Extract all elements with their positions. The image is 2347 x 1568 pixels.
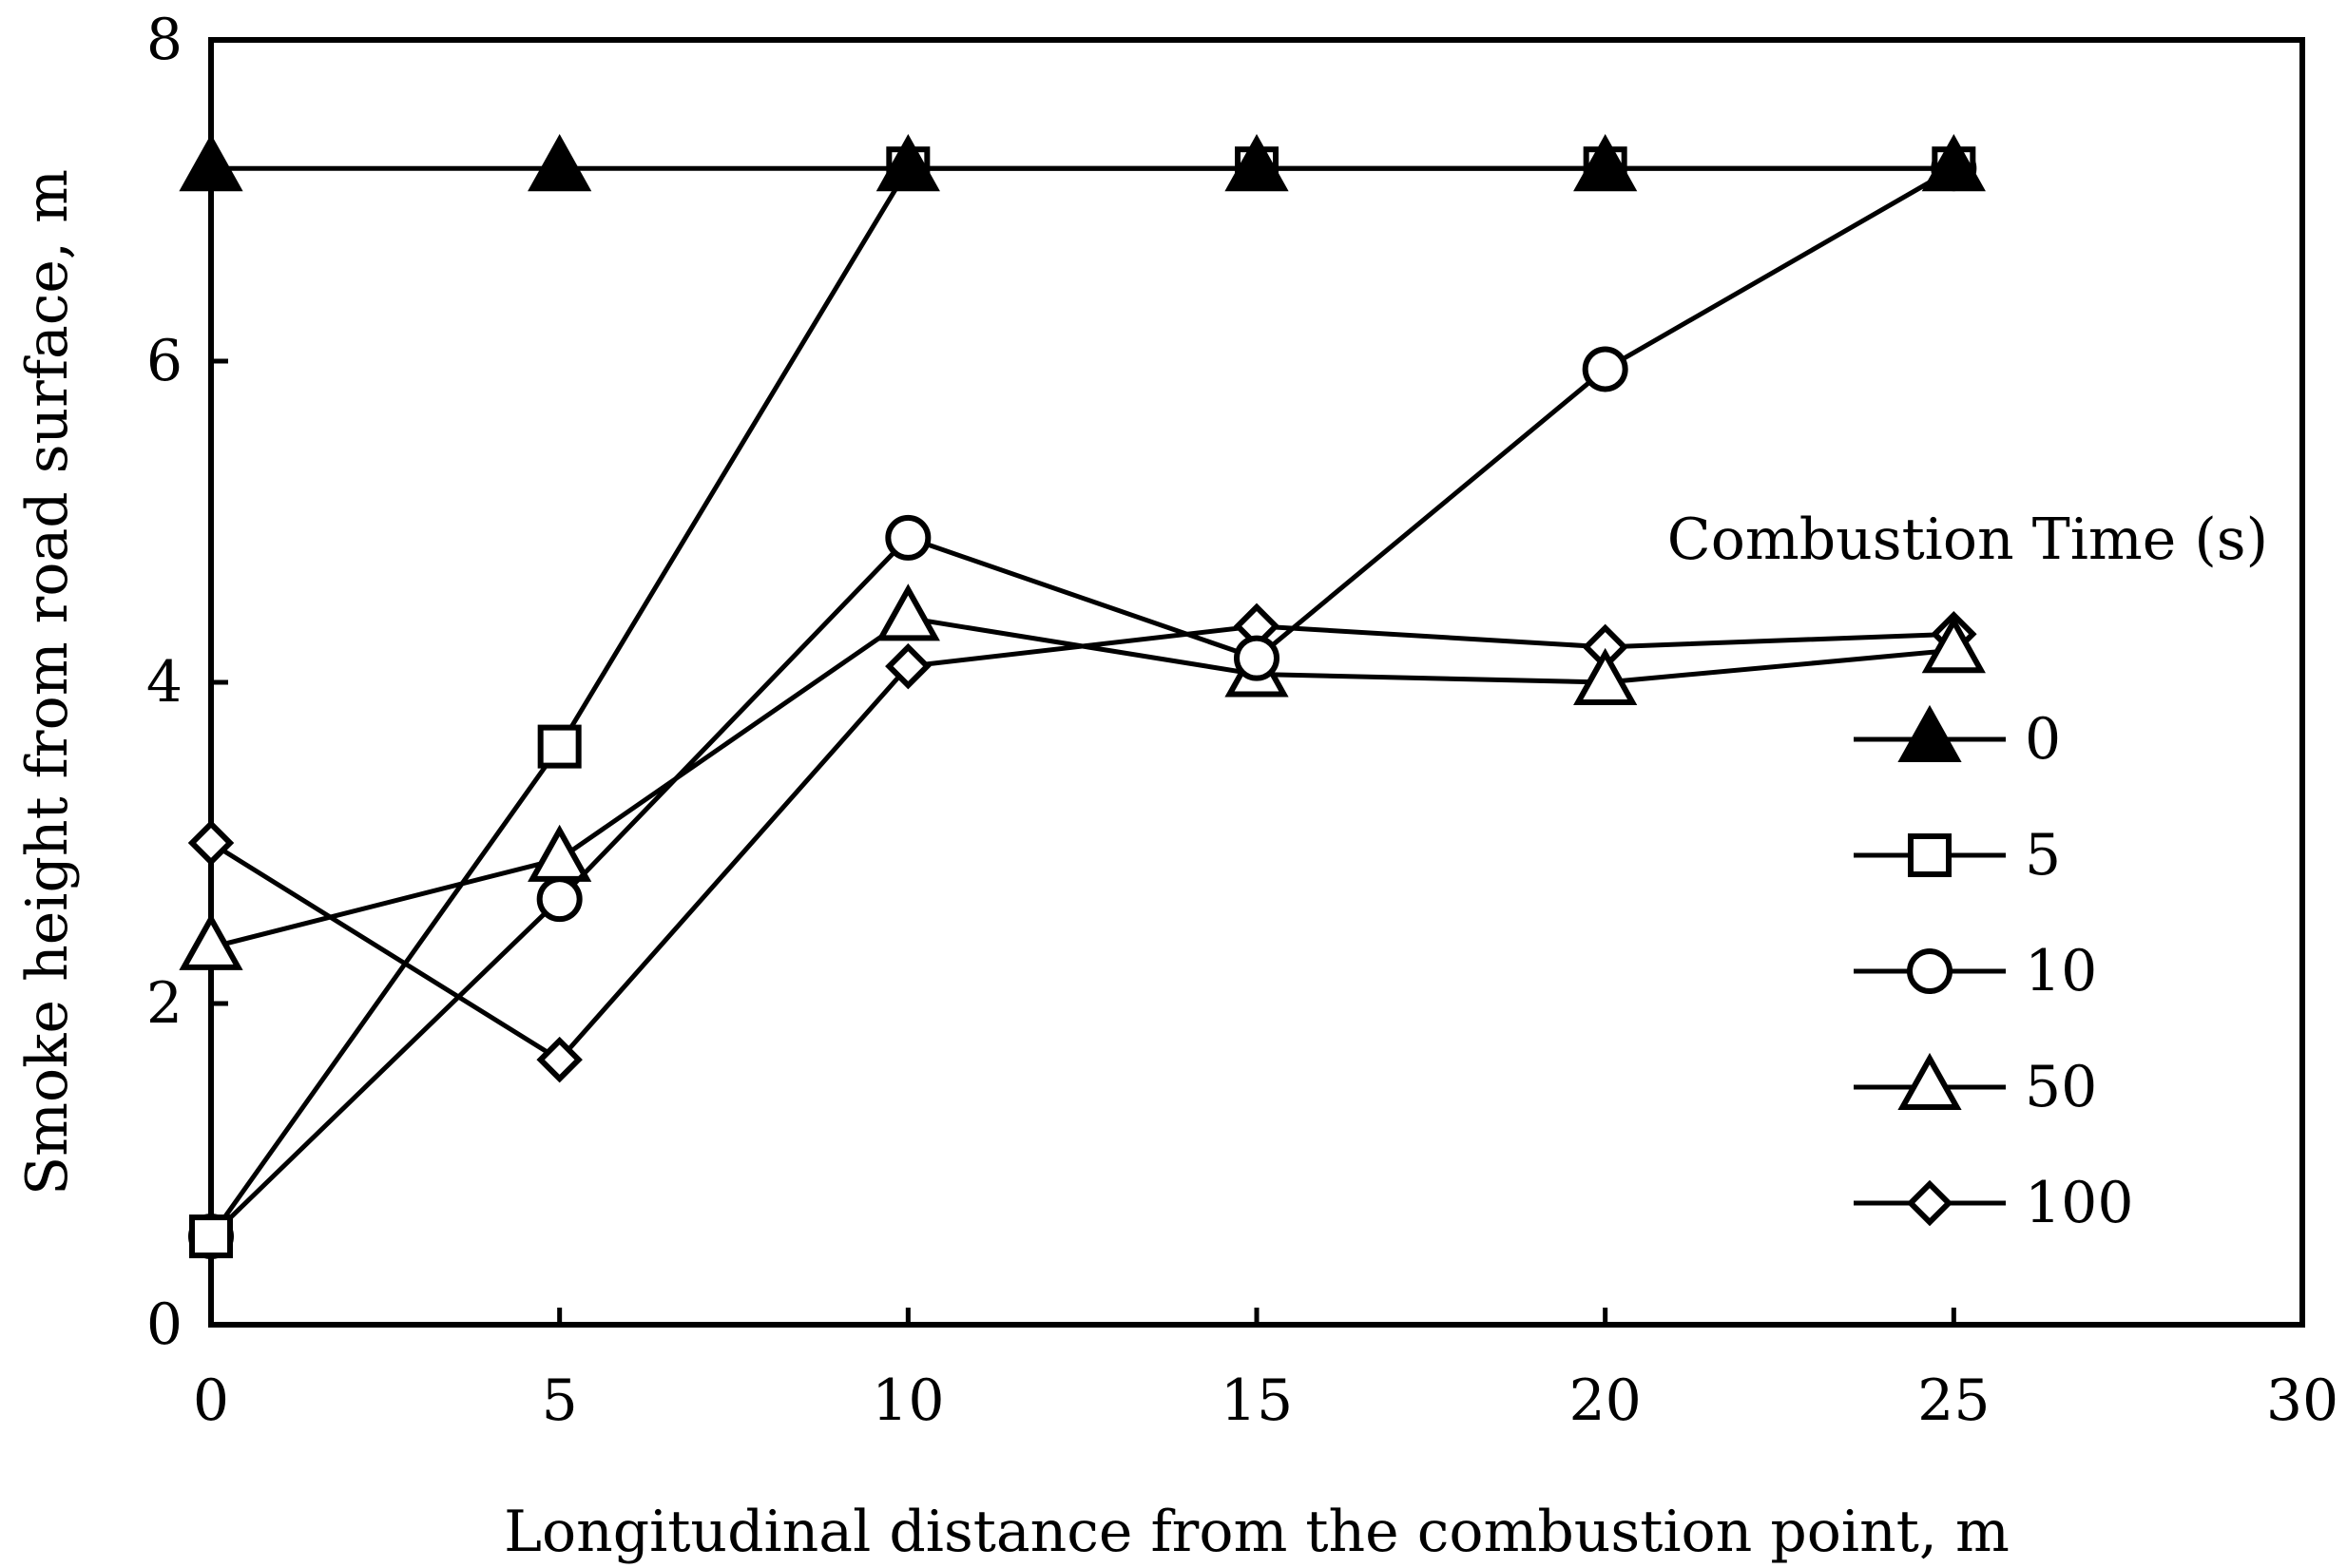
legend-label: 5 xyxy=(2025,822,2061,889)
data-point-0 xyxy=(1573,134,1638,192)
series-5 xyxy=(189,146,1976,1259)
x-axis: 0 5 10 15 20 25 30 xyxy=(193,1308,2338,1434)
y-axis: 0 2 4 6 8 xyxy=(146,7,228,1358)
legend-label: 0 xyxy=(2025,706,2061,773)
data-point-5 xyxy=(537,724,582,769)
series-layer xyxy=(179,134,1986,1260)
series-10 xyxy=(188,145,1977,1260)
data-point-10 xyxy=(1234,635,1279,681)
legend: 0 5 10 50 100 xyxy=(1854,704,2134,1236)
y-tick-label: 8 xyxy=(146,7,183,73)
y-tick-label: 0 xyxy=(146,1291,183,1358)
data-point-50 xyxy=(528,824,592,882)
x-tick-label: 25 xyxy=(1917,1367,1990,1434)
y-axis-label: Smoke height from road surface, m xyxy=(14,169,81,1195)
legend-marker xyxy=(1907,948,1953,994)
data-point-0 xyxy=(528,134,592,192)
legend-marker xyxy=(1897,704,1962,762)
y-tick-label: 4 xyxy=(146,649,183,716)
data-point-0 xyxy=(875,134,940,192)
series-line-5 xyxy=(208,165,1954,1238)
x-tick-label: 30 xyxy=(2266,1367,2338,1434)
series-line-100 xyxy=(209,623,1954,1062)
data-point-100 xyxy=(187,819,235,867)
x-tick-label: 0 xyxy=(193,1367,229,1434)
data-point-100 xyxy=(536,1036,583,1083)
legend-title: Combustion Time (s) xyxy=(1667,507,2268,573)
legend-item-5: 5 xyxy=(1854,822,2061,889)
data-point-10 xyxy=(1582,346,1628,392)
data-point-10 xyxy=(536,876,583,923)
x-tick-label: 15 xyxy=(1221,1367,1293,1434)
y-tick-label: 6 xyxy=(146,328,183,394)
x-axis-label: Longitudinal distance from the combustio… xyxy=(504,1499,2010,1565)
data-point-50 xyxy=(875,583,940,641)
y-tick-label: 2 xyxy=(146,970,183,1037)
data-point-50 xyxy=(1921,616,1986,674)
legend-item-100: 100 xyxy=(1854,1170,2134,1236)
legend-label: 100 xyxy=(2025,1170,2134,1236)
series-line-50 xyxy=(210,615,1954,950)
legend-item-10: 10 xyxy=(1854,938,2097,1004)
data-point-50 xyxy=(1573,647,1638,705)
data-point-10 xyxy=(885,514,932,561)
data-point-5 xyxy=(189,1214,233,1259)
data-point-0 xyxy=(1921,134,1986,192)
legend-marker xyxy=(1908,833,1952,877)
series-line-10 xyxy=(209,166,1955,1238)
series-100 xyxy=(187,602,1977,1083)
legend-item-50: 50 xyxy=(1854,1052,2097,1120)
x-tick-label: 20 xyxy=(1568,1367,1641,1434)
legend-label: 10 xyxy=(2025,938,2097,1004)
series-50 xyxy=(179,583,1986,970)
data-point-50 xyxy=(179,912,243,970)
x-tick-label: 5 xyxy=(542,1367,578,1434)
x-tick-label: 10 xyxy=(872,1367,944,1434)
legend-marker xyxy=(1897,1052,1962,1110)
legend-label: 50 xyxy=(2025,1054,2097,1120)
legend-marker xyxy=(1906,1179,1953,1227)
data-point-0 xyxy=(1224,134,1289,192)
legend-item-0: 0 xyxy=(1854,704,2061,773)
data-point-100 xyxy=(885,642,932,690)
series-0 xyxy=(179,134,1986,192)
data-point-0 xyxy=(179,134,243,192)
